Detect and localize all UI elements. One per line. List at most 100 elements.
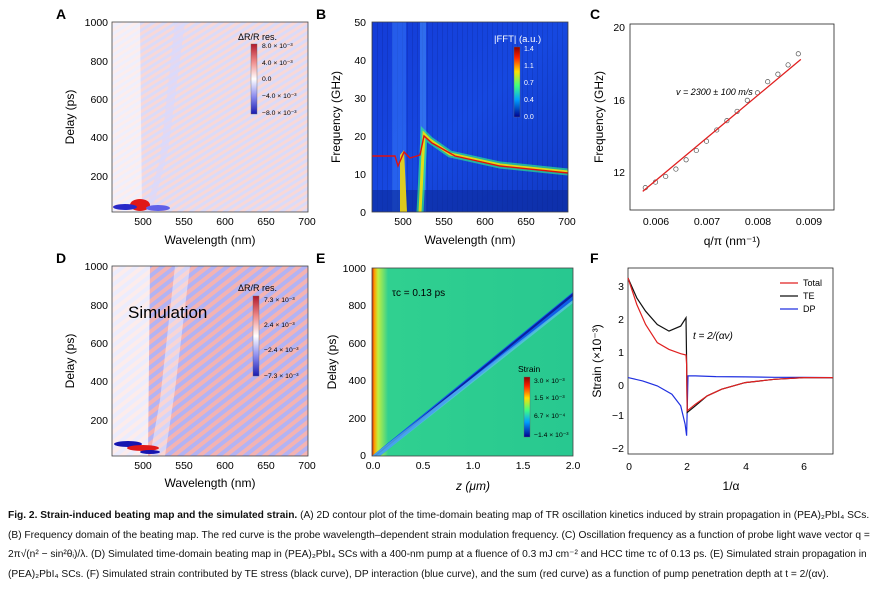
panel-a: A ΔR/R res. 8.0 × 10⁻³ 4.0 × 10⁻³ 0.0 −4… xyxy=(56,6,316,247)
x-axis-label: q/π (nm⁻¹) xyxy=(704,234,761,248)
svg-text:0: 0 xyxy=(360,450,366,462)
figure: A ΔR/R res. 8.0 × 10⁻³ 4.0 × 10⁻³ 0.0 −4… xyxy=(56,6,835,493)
svg-text:600: 600 xyxy=(90,94,108,106)
annotation: Simulation xyxy=(128,303,207,322)
svg-text:1000: 1000 xyxy=(85,17,109,29)
data-point xyxy=(714,127,720,133)
data-point xyxy=(785,62,791,68)
svg-text:4: 4 xyxy=(743,461,749,473)
panel-letter: B xyxy=(316,6,326,22)
svg-text:−4.0 × 10⁻³: −4.0 × 10⁻³ xyxy=(262,93,297,100)
svg-text:650: 650 xyxy=(257,216,275,228)
svg-text:2: 2 xyxy=(618,314,624,326)
colorbar-ticks: 8.0 × 10⁻³ 4.0 × 10⁻³ 0.0 −4.0 × 10⁻³ −8… xyxy=(262,43,297,117)
legend-label-total: Total xyxy=(803,278,822,288)
svg-text:0.5: 0.5 xyxy=(416,460,431,472)
annotation: τc = 0.13 ps xyxy=(392,288,445,299)
svg-text:7.3 × 10⁻³: 7.3 × 10⁻³ xyxy=(264,297,295,304)
panel-c: C v = 2300 ± 100 m/s 0.006 0.007 0.008 0… xyxy=(590,6,835,248)
svg-text:0.0: 0.0 xyxy=(524,114,534,121)
x-ticks: 0 2 4 6 xyxy=(626,461,807,473)
legend-title: ΔR/R res. xyxy=(238,283,277,293)
panel-letter: E xyxy=(316,250,325,266)
svg-text:200: 200 xyxy=(348,413,366,425)
y-ticks: 0 200 400 600 800 1000 xyxy=(343,263,367,462)
panel-letter: D xyxy=(56,250,66,266)
y-axis-label: Frequency (GHz) xyxy=(329,71,343,163)
svg-text:550: 550 xyxy=(435,216,453,228)
svg-text:−8.0 × 10⁻³: −8.0 × 10⁻³ xyxy=(262,110,297,117)
data-point xyxy=(693,147,699,154)
svg-text:800: 800 xyxy=(90,56,108,68)
x-ticks: 0.0 0.5 1.0 1.5 2.0 xyxy=(366,460,581,472)
series-line-total xyxy=(627,277,833,413)
colorbar xyxy=(252,295,260,377)
data-point xyxy=(673,166,679,172)
svg-text:700: 700 xyxy=(298,460,316,472)
data-point xyxy=(775,71,781,77)
data-point xyxy=(765,79,771,85)
svg-text:16: 16 xyxy=(613,95,625,107)
colorbar-ticks: 3.0 × 10⁻³ 1.5 × 10⁻³ 6.7 × 10⁻⁴ −1.4 × … xyxy=(534,378,569,439)
svg-text:0.7: 0.7 xyxy=(524,80,534,87)
y-axis-label: Delay (ps) xyxy=(63,334,77,389)
svg-text:600: 600 xyxy=(216,460,234,472)
svg-text:0: 0 xyxy=(360,207,366,219)
plot-frame xyxy=(629,23,835,211)
colorbar-ticks: 1.4 1.1 0.7 0.4 0.0 xyxy=(524,46,534,121)
data-point xyxy=(744,97,750,103)
annotation: t = 2/(αv) xyxy=(693,331,733,342)
x-ticks: 500 550 600 650 700 xyxy=(134,216,316,228)
y-axis-label: Strain (×10⁻³) xyxy=(590,324,604,397)
annotation: v = 2300 ± 100 m/s xyxy=(676,87,753,97)
svg-text:0.008: 0.008 xyxy=(745,216,771,228)
caption-body: (A) 2D contour plot of the time-domain b… xyxy=(8,510,870,580)
svg-text:6: 6 xyxy=(801,461,807,473)
data-point xyxy=(703,138,710,144)
y-axis-label: Delay (ps) xyxy=(325,335,339,390)
svg-text:6.7 × 10⁻⁴: 6.7 × 10⁻⁴ xyxy=(534,413,565,420)
colorbar-ticks: 7.3 × 10⁻³ 2.4 × 10⁻³ −2.4 × 10⁻³ −7.3 ×… xyxy=(264,297,299,380)
x-axis-label: z (μm) xyxy=(455,479,490,493)
svg-text:−1.4 × 10⁻³: −1.4 × 10⁻³ xyxy=(534,432,569,439)
svg-text:500: 500 xyxy=(134,460,152,472)
svg-text:550: 550 xyxy=(175,460,193,472)
svg-text:800: 800 xyxy=(348,300,366,312)
svg-text:−1: −1 xyxy=(612,410,624,422)
svg-text:0: 0 xyxy=(618,380,624,392)
svg-text:700: 700 xyxy=(558,216,576,228)
x-axis-label: Wavelength (nm) xyxy=(165,476,256,490)
svg-text:12: 12 xyxy=(613,167,625,179)
svg-text:200: 200 xyxy=(90,415,108,427)
y-axis-label: Delay (ps) xyxy=(63,90,77,145)
svg-text:0.007: 0.007 xyxy=(694,216,720,228)
x-ticks: 0.006 0.007 0.008 0.009 xyxy=(643,216,822,228)
svg-text:20: 20 xyxy=(354,131,366,143)
svg-text:1.1: 1.1 xyxy=(524,63,534,70)
svg-text:0.0: 0.0 xyxy=(366,460,381,472)
colorbar xyxy=(250,43,258,115)
svg-text:8.0 × 10⁻³: 8.0 × 10⁻³ xyxy=(262,43,293,50)
svg-text:600: 600 xyxy=(90,338,108,350)
fit-line xyxy=(642,58,802,192)
data-point xyxy=(683,157,689,163)
legend-label-dp: DP xyxy=(803,304,816,314)
svg-text:400: 400 xyxy=(90,376,108,388)
panel-e: E τc = 0.13 ps Strain 3.0 × 10⁻³ 1.5 × 1… xyxy=(316,250,580,493)
svg-text:1.5: 1.5 xyxy=(516,460,531,472)
panel-f: F t = 2/(αv) Total TE DP 0 2 4 6 −2 −1 0… xyxy=(590,250,834,493)
svg-text:0: 0 xyxy=(626,461,632,473)
svg-text:550: 550 xyxy=(175,216,193,228)
svg-text:50: 50 xyxy=(354,17,366,29)
y-ticks: −2 −1 0 1 2 3 xyxy=(612,281,624,455)
y-ticks: 200 400 600 800 1000 xyxy=(85,261,109,427)
x-axis-label: Wavelength (nm) xyxy=(165,233,256,247)
y-axis-label: Frequency (GHz) xyxy=(592,71,606,163)
svg-text:650: 650 xyxy=(517,216,535,228)
svg-text:−7.3 × 10⁻³: −7.3 × 10⁻³ xyxy=(264,373,299,380)
panel-letter: A xyxy=(56,6,66,22)
svg-text:−2: −2 xyxy=(612,443,624,455)
colorbar xyxy=(523,376,531,438)
colorbar xyxy=(513,46,521,118)
data-point xyxy=(663,173,669,180)
